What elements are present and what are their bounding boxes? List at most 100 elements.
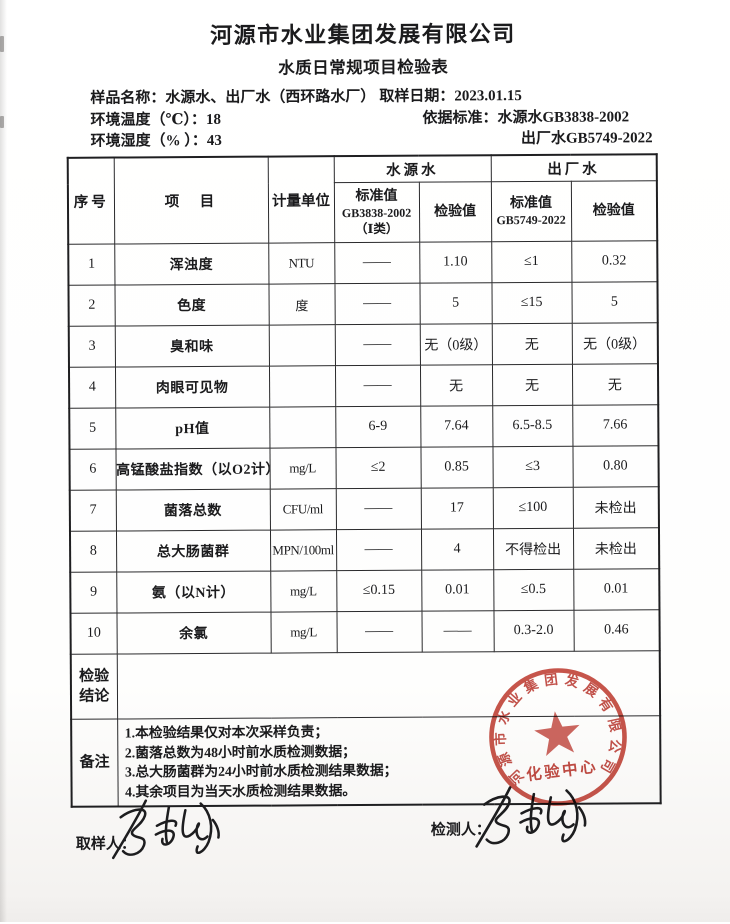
source-standard-class: （Ⅰ类） [354,221,399,236]
cell-item-name: 色度 [114,284,269,327]
cell-finished-standard: 不得检出 [492,528,574,570]
conclusion-label-line2: 结论 [79,688,110,705]
cell-row-number: 7 [69,490,116,532]
cell-row-number: 1 [68,244,115,286]
cell-source-value: 17 [420,487,493,530]
standard-source-line: 依据标准：水源水GB3838-2002 [422,107,629,130]
cell-source-standard: —— [335,529,422,571]
seal-center-text: 化验中心 [525,756,599,784]
col-header-no: 序号 [67,157,115,245]
cell-source-standard: —— [335,488,421,530]
cell-source-standard: ≤2 [335,447,421,489]
col-header-source-standard: 标准值 GB3838-2002 （Ⅰ类） [333,182,420,243]
svg-text:源: 源 [494,750,514,769]
finished-standard-code: GB5749-2022 [496,212,566,227]
cell-unit: MPN/100ml [269,529,337,572]
company-title: 河源市水业集团发展有限公司 [210,21,516,48]
cell-finished-standard: 无 [491,364,573,406]
sampling-date-label: 取样日期： [379,88,455,105]
company-seal: 河 源 市 水 业 集 团 发 展 有 限 公 司 化验中心 [489,668,627,806]
cell-source-standard: —— [334,365,421,407]
scan-artifact [0,116,4,128]
cell-finished-standard: 6.5-8.5 [492,405,573,447]
col-header-item: 项 目 [113,156,269,245]
table-row: 3 臭和味 —— 无（0级） 无 无（0级） [68,322,658,368]
cell-unit [268,365,336,408]
remarks-label: 备注 [71,719,118,807]
standard-label: 依据标准： [422,109,498,127]
standard-value-label: 标准值 [355,188,398,204]
cell-finished-standard: ≤100 [492,487,573,529]
cell-source-value: 无 [419,364,493,407]
form-title: 水质日常规项目检验表 [278,57,449,78]
table-row: 1 浑浊度 NTU —— 1.10 ≤1 0.32 [68,240,658,286]
cell-source-value: 无（0级） [419,323,492,366]
cell-finished-value: 无（0级） [571,322,658,365]
standard-value-label: 标准值 [509,195,553,211]
cell-source-value: 5 [419,282,492,325]
env-humidity-line: 环境湿度（% ）：43 出厂水GB5749-2022 [91,128,663,153]
cell-row-number: 3 [68,326,115,368]
cell-finished-value: 7.66 [572,404,659,447]
table-row: 10 余氯 mg/L —— —— 0.3-2.0 0.46 [70,609,660,655]
svg-text:水: 水 [494,708,514,727]
cell-finished-value: 无 [571,363,659,406]
svg-text:市: 市 [492,731,508,746]
cell-source-value: 7.64 [420,405,493,448]
conclusion-label-line1: 检验 [79,668,110,685]
cell-source-standard: —— [334,324,420,366]
cell-item-name: 高锰酸盐指数（以O2计） [115,448,270,491]
cell-finished-value: 5 [571,281,658,324]
cell-row-number: 9 [70,572,117,614]
scan-edge-shadow [0,0,7,922]
env-humidity-label: 环境湿度（% ）： [90,132,207,150]
cell-source-value: —— [421,610,494,653]
table-row: 2 色度 度 —— 5 ≤15 5 [68,281,658,327]
cell-row-number: 5 [69,408,116,450]
cell-unit [269,406,336,449]
cell-finished-standard: ≤1 [491,241,572,283]
cell-item-name: 浑浊度 [114,243,269,286]
sample-info-block: 样品名称：水源水、出厂水（西环路水厂） 取样日期：2023.01.15 环境温度（… [90,85,662,153]
cell-finished-standard: ≤15 [491,282,572,324]
env-humidity-value: 43 [206,132,222,149]
seal-star-icon [534,711,580,756]
svg-text:团: 团 [543,672,558,689]
cell-unit: mg/L [270,570,337,613]
cell-source-value: 0.01 [421,569,494,612]
col-header-finished-standard: 标准值 GB5749-2022 [490,181,572,242]
seal-ring [489,668,627,806]
table-group-header-row: 序号 项 目 计量单位 水源水 出厂水 [67,153,657,245]
svg-text:公: 公 [606,738,623,754]
cell-finished-standard: ≤0.5 [493,569,574,611]
seal-company-arc-text: 河 源 市 水 业 集 团 发 展 有 限 公 司 [492,671,623,788]
cell-finished-standard: 0.3-2.0 [493,610,574,652]
standard-source-value: 水源水GB3838-2002 [497,108,630,126]
table-data-rows: 1 浑浊度 NTU —— 1.10 ≤1 0.32 2 色度 度 —— 5 [68,240,660,655]
cell-finished-standard: ≤3 [492,446,573,488]
svg-text:发: 发 [563,671,581,690]
cell-finished-value: 0.01 [573,568,660,611]
cell-unit: mg/L [269,447,336,490]
cell-finished-value: 0.80 [572,445,659,488]
table-row: 9 氨（以N计） mg/L ≤0.15 0.01 ≤0.5 0.01 [70,568,660,614]
cell-finished-value: 0.46 [573,609,660,652]
cell-row-number: 6 [69,449,116,491]
conclusion-label: 检验 结论 [70,654,118,720]
standard-finished-value: 出厂水GB5749-2022 [520,130,653,148]
col-header-source-value: 检验值 [418,181,492,243]
sampler-signature [111,799,220,860]
col-header-unit: 计量单位 [267,155,335,244]
cell-finished-standard: 无 [491,323,572,365]
cell-unit [268,324,335,367]
svg-text:司: 司 [598,756,618,775]
cell-row-number: 8 [69,531,117,573]
col-group-source-water: 水源水 [333,154,491,183]
cell-finished-value: 0.32 [571,240,658,283]
cell-source-standard: 6-9 [335,406,421,448]
cell-source-value: 1.10 [419,241,492,284]
cell-row-number: 2 [68,285,115,327]
col-group-finished-water: 出厂水 [490,153,657,182]
env-temp-value: 18 [205,111,222,128]
